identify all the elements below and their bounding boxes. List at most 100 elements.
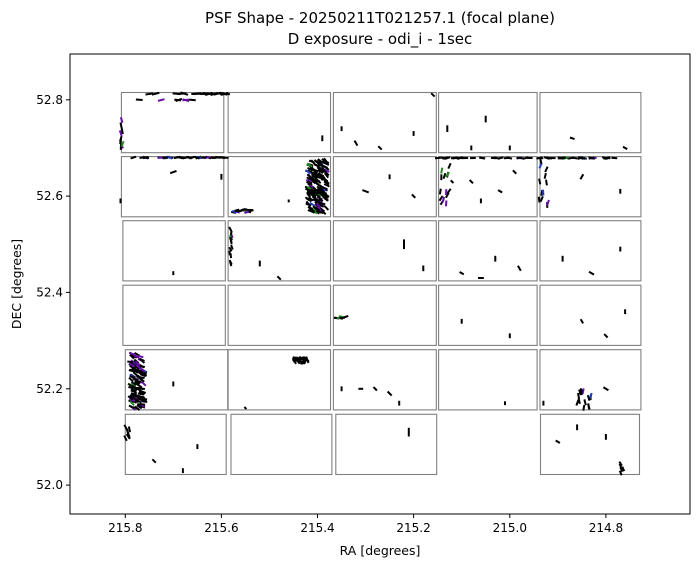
psf-whisker-448 <box>136 404 143 410</box>
psf-whisker-561 <box>618 463 623 469</box>
ccd-outline-6 <box>227 156 332 218</box>
x-tick-label-4: 215.0 <box>493 521 527 535</box>
psf-whisker-584 <box>579 173 585 180</box>
psf-whisker-582 <box>497 189 503 194</box>
y-axis-label: DEC [degrees] <box>9 239 24 329</box>
psf-whisker-303 <box>319 201 326 206</box>
psf-whisker-286 <box>314 174 321 179</box>
psf-whisker-35 <box>119 135 123 142</box>
psf-whisker-514 <box>292 357 296 362</box>
psf-whisker-298 <box>315 210 322 214</box>
psf-whisker-341 <box>445 171 450 178</box>
psf-whisker-603 <box>386 390 393 397</box>
psf-whisker-621 <box>450 179 455 184</box>
psf-whisker-444 <box>128 404 135 410</box>
psf-whisker-368 <box>129 400 135 407</box>
psf-whisker-265 <box>323 205 330 211</box>
psf-whisker-536 <box>575 399 580 406</box>
psf-whisker-619 <box>243 406 248 410</box>
psf-whisker-272 <box>313 163 320 168</box>
psf-whisker-588 <box>459 271 465 276</box>
psf-whisker-124 <box>543 156 550 160</box>
psf-whisker-446 <box>128 369 135 373</box>
ccd-outline-17 <box>332 284 437 346</box>
psf-whisker-15 <box>172 92 181 96</box>
psf-whisker-288 <box>307 205 314 211</box>
psf-whisker-117 <box>579 156 586 160</box>
psf-whisker-456 <box>137 397 144 402</box>
ccd-outline-28 <box>539 413 641 476</box>
psf-whisker-29 <box>118 130 123 137</box>
psf-whisker-296 <box>313 170 319 176</box>
x-tick-label-2: 215.4 <box>300 521 334 535</box>
psf-whisker-287 <box>314 198 321 202</box>
psf-whisker-262 <box>318 175 324 181</box>
x-tick-label-3: 215.2 <box>396 521 430 535</box>
psf-whisker-474 <box>129 394 136 400</box>
psf-whisker-23 <box>157 98 165 102</box>
y-axis-ticks: 52.0 52.2 52.4 52.6 52.8 <box>36 93 70 492</box>
psf-whisker-77 <box>212 156 220 159</box>
psf-whisker-292 <box>323 180 330 186</box>
psf-whisker-22 <box>188 98 196 102</box>
ccd-outline-27 <box>335 413 438 476</box>
psf-whisker-338 <box>440 167 444 174</box>
psf-whisker-36 <box>120 140 125 147</box>
psf-whisker-354 <box>545 179 548 186</box>
psf-whisker-447 <box>138 365 145 368</box>
plot-area-frame <box>69 53 691 515</box>
psf-whisker-307 <box>317 158 324 164</box>
psf-whisker-353 <box>537 196 541 203</box>
psf-whisker-289 <box>315 182 322 188</box>
psf-whisker-236 <box>321 160 328 165</box>
psf-whisker-34 <box>119 116 124 124</box>
y-tick-label-2: 52.4 <box>36 285 63 299</box>
psf-whisker-553 <box>229 261 233 267</box>
ccd-outline-8 <box>438 156 538 218</box>
psf-whisker-577 <box>362 189 370 194</box>
psf-whisker-229 <box>306 201 312 208</box>
psf-whisker-266 <box>316 185 323 192</box>
psf-whisker-579 <box>411 193 417 199</box>
psf-whisker-127 <box>493 156 501 160</box>
psf-whisker-529 <box>582 404 586 411</box>
psf-whisker-240 <box>322 196 329 202</box>
psf-whisker-435 <box>139 402 146 406</box>
psf-whisker-601 <box>603 333 609 339</box>
psf-whisker-557 <box>618 470 623 476</box>
psf-whisker-539 <box>126 432 131 439</box>
y-tick-label-3: 52.6 <box>36 189 63 203</box>
psf-whisker-542 <box>123 424 128 431</box>
psf-whisker-513 <box>302 358 307 364</box>
ccd-outline-10 <box>122 220 226 282</box>
psf-whisker-49 <box>188 155 195 160</box>
psf-whisker-309 <box>320 166 327 173</box>
psf-whisker-512 <box>304 357 308 362</box>
psf-whisker-304 <box>321 193 328 198</box>
ccd-outline-16 <box>227 284 332 346</box>
psf-whisker-234 <box>309 190 316 195</box>
psf-whisker-473 <box>130 393 138 398</box>
psf-whisker-526 <box>577 392 581 399</box>
psf-whisker-293 <box>307 180 313 186</box>
psf-whisker-534 <box>583 399 587 406</box>
psf-whisker-465 <box>131 389 138 395</box>
ccd-outline-15 <box>122 284 226 346</box>
psf-whisker-20 <box>210 91 219 96</box>
psf-whisker-583 <box>512 169 518 175</box>
psf-whisker-342 <box>438 195 444 202</box>
psf-whisker-471 <box>129 362 136 368</box>
psf-whisker-345 <box>538 178 542 185</box>
ccd-outline-25 <box>124 413 227 476</box>
psf-whisker-451 <box>134 379 141 384</box>
psf-whisker-74 <box>176 155 183 160</box>
psf-whisker-254 <box>304 196 311 202</box>
psf-whisker-277 <box>324 170 330 177</box>
psf-whisker-459 <box>134 360 141 366</box>
ccd-outline-19 <box>539 284 642 346</box>
psf-whisker-243 <box>323 160 330 164</box>
psf-whisker-452 <box>127 360 134 364</box>
ccd-outline-23 <box>438 349 538 411</box>
psf-whisker-427 <box>130 381 137 387</box>
